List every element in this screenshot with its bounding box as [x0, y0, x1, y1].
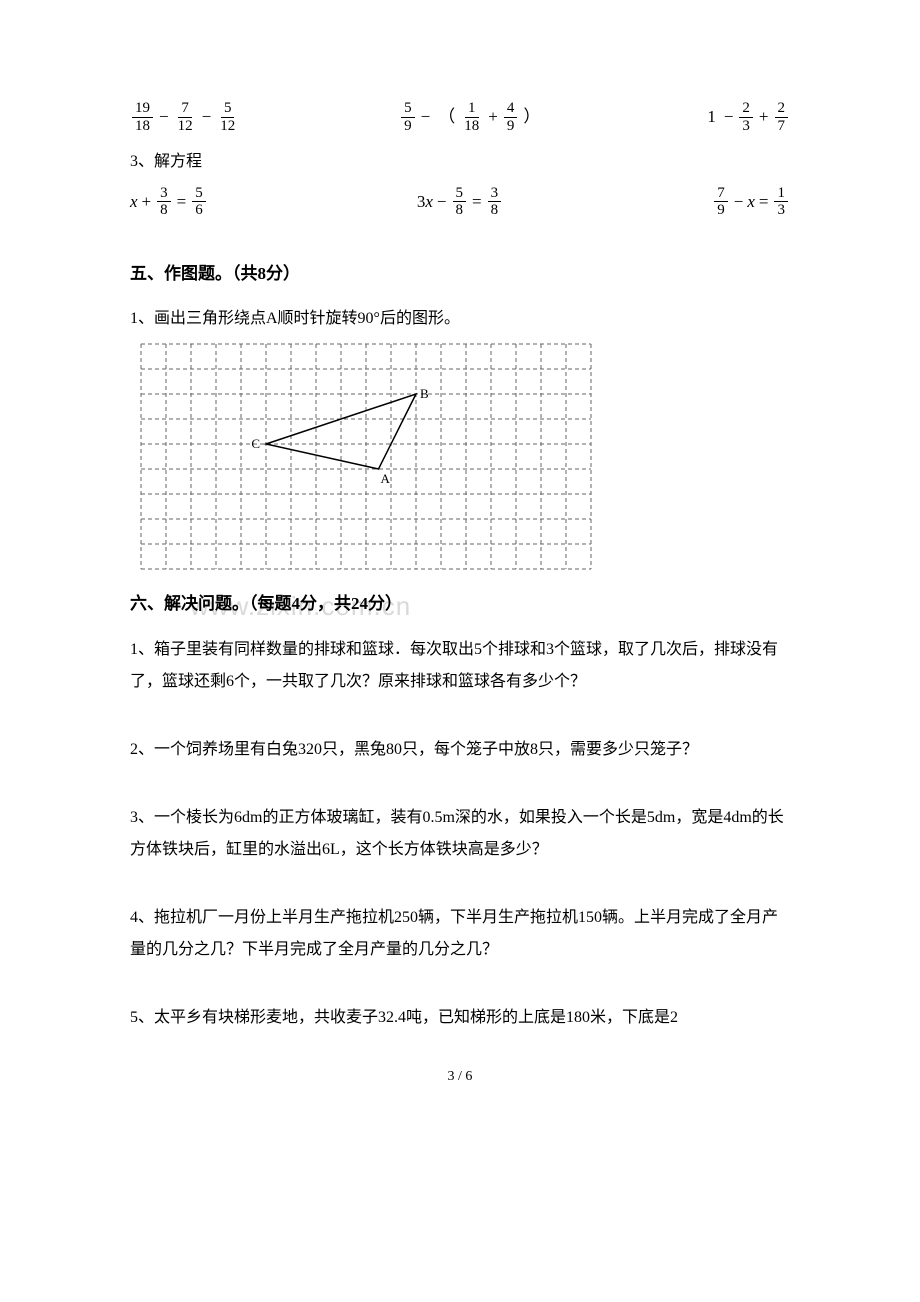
equation-row-1: 1918 − 712 − 512 59 − （ 118 + 49 ） 1 − 2…: [130, 100, 790, 134]
page-number: 3 / 6: [130, 1064, 790, 1089]
section-6-heading-row: www.zixin.com.cn 六、解决问题。（每题4分，共24分）: [130, 589, 790, 620]
svg-text:C: C: [251, 436, 260, 451]
section-6-q4: 4、拖拉机厂一月份上半月生产拖拉机250辆，下半月生产拖拉机150辆。上半月完成…: [130, 902, 790, 966]
section-5-q1: 1、画出三角形绕点A顺时针旋转90°后的图形。: [130, 303, 790, 335]
svg-text:B: B: [420, 386, 429, 401]
document-page: 1918 − 712 − 512 59 − （ 118 + 49 ） 1 − 2…: [0, 0, 920, 1149]
equation-row-2: x + 38 = 56 3x − 58 = 38 79 − x = 13: [130, 185, 790, 219]
eq-2-3: 79 − x = 13: [712, 185, 790, 219]
section-5-heading: 五、作图题。（共8分）: [130, 259, 790, 290]
sub-label-3: 3、解方程: [130, 148, 790, 177]
section-6-q1: 1、箱子里装有同样数量的排球和篮球．每次取出5个排球和3个篮球，取了几次后，排球…: [130, 634, 790, 698]
eq-2-1: x + 38 = 56: [130, 185, 208, 219]
eq-1-1: 1918 − 712 − 512: [130, 100, 240, 134]
section-6-q3: 3、一个棱长为6dm的正方体玻璃缸，装有0.5m深的水，如果投入一个长是5dm，…: [130, 802, 790, 866]
section-6-heading: 六、解决问题。（每题4分，共24分）: [130, 589, 790, 620]
section-6-q5: 5、太平乡有块梯形麦地，共收麦子32.4吨，已知梯形的上底是180米，下底是2: [130, 1002, 790, 1034]
eq-1-3: 1 − 23 + 27: [703, 100, 790, 134]
eq-1-2: 59 − （ 118 + 49 ）: [399, 100, 544, 134]
section-6-q2: 2、一个饲养场里有白兔320只，黑兔80只，每个笼子中放8只，需要多少只笼子？: [130, 734, 790, 766]
svg-text:A: A: [381, 471, 391, 486]
eq-2-2: 3x − 58 = 38: [417, 185, 503, 219]
grid-figure: A B C: [140, 343, 790, 581]
